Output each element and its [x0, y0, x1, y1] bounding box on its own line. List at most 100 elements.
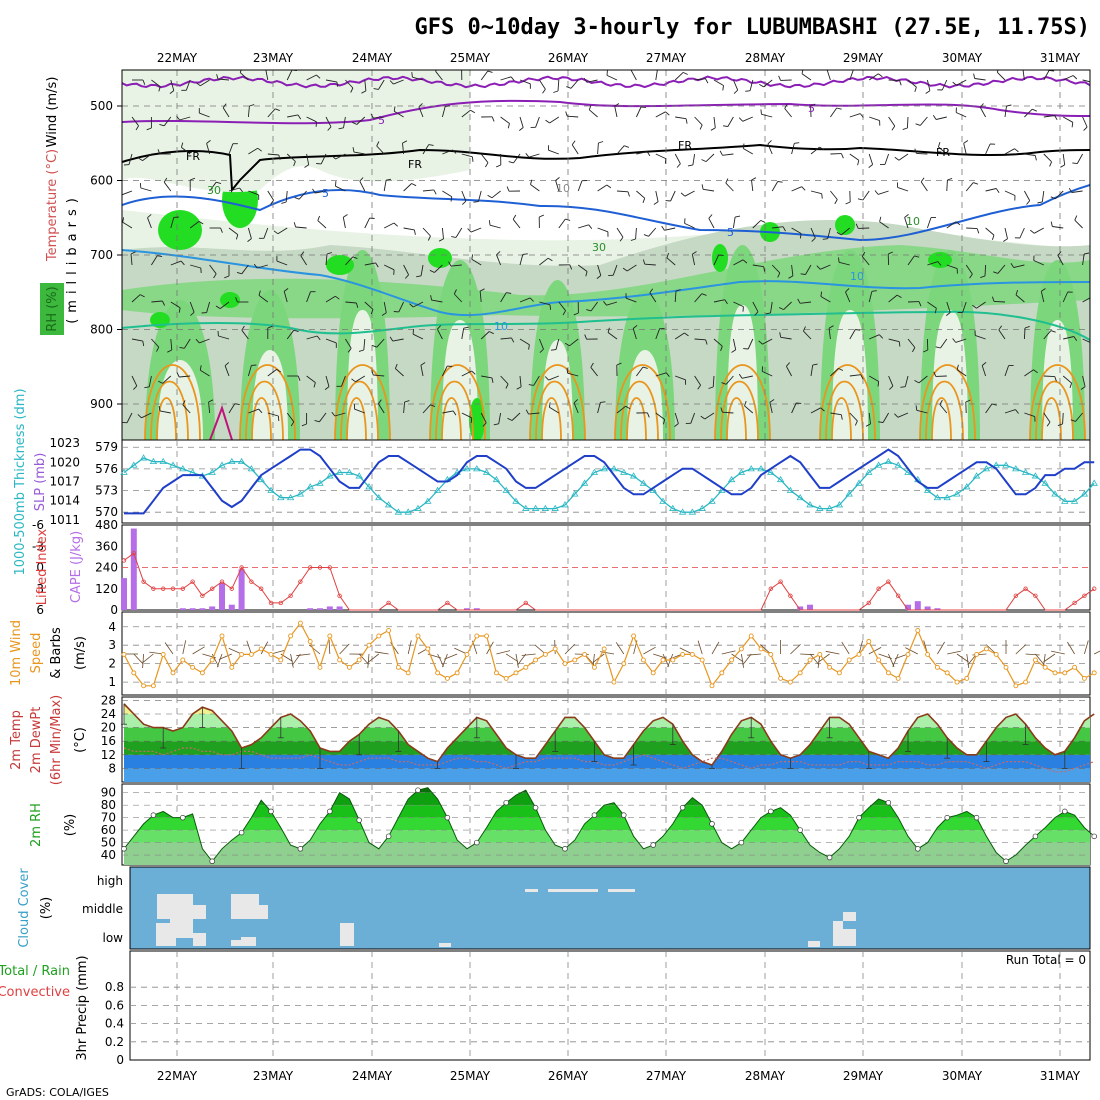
wind-barb	[163, 116, 172, 127]
wind-barb	[674, 412, 679, 424]
wind10m-barb	[290, 653, 294, 668]
wind10m-barb	[615, 642, 625, 655]
li-marker	[1091, 586, 1097, 591]
wind10m-barb	[947, 650, 961, 655]
thickness-marker	[169, 461, 177, 468]
wind-barb	[287, 114, 299, 118]
wind-barb	[577, 264, 588, 272]
wind10m-marker	[503, 675, 509, 681]
wind-barb-flag	[979, 103, 984, 108]
wind-barb	[470, 227, 482, 233]
thickness-marker	[571, 490, 579, 497]
wind10m-marker	[1072, 664, 1078, 670]
wind-barb	[694, 293, 703, 303]
wind-barb	[916, 152, 928, 155]
wind-barb	[644, 263, 656, 266]
wind-barb	[1024, 153, 1036, 156]
wind10m-barb	[697, 640, 703, 655]
date-label-bottom: 24MAY	[352, 1069, 393, 1083]
wind-barb-flag	[429, 269, 435, 273]
wind-barb-flag	[697, 384, 701, 390]
wind10m-marker	[1081, 675, 1087, 681]
wind10m-marker	[699, 657, 705, 663]
wind-barb-flag	[326, 252, 332, 255]
rh-saturated-blob	[835, 215, 855, 235]
wind-barb-flag	[386, 178, 392, 181]
wind10m-barb	[515, 653, 519, 668]
wind-barb	[179, 116, 191, 121]
temp-axis-label-3: (6hr Min/Max)	[49, 695, 64, 785]
wind-barb	[539, 301, 551, 306]
wind10m-barb	[1084, 640, 1089, 655]
wind-barb	[898, 153, 909, 161]
wind-barb	[907, 338, 916, 348]
precip-tick-label: 0.4	[105, 1017, 124, 1031]
wind-barb-flag	[169, 90, 175, 94]
wind-barb-flag	[836, 107, 842, 110]
wind-barb-flag	[642, 366, 648, 369]
wind-barb-flag	[894, 156, 900, 161]
wind-barb-flag	[993, 271, 999, 274]
wind-barb	[708, 218, 715, 229]
wind-barb	[655, 111, 666, 118]
temp-line	[123, 703, 1095, 766]
wind-barb	[286, 329, 295, 340]
wind10m-marker	[680, 651, 686, 657]
rh-marker	[738, 839, 745, 846]
wind-barb	[1024, 412, 1035, 418]
rh-tick-label: 70	[101, 811, 116, 825]
wind-barb	[479, 291, 482, 303]
wind-barb-flag	[163, 177, 168, 183]
li-marker	[1082, 593, 1087, 599]
wind-barb	[1082, 338, 1090, 343]
wind-barb	[343, 116, 346, 128]
wind-barb-flag	[331, 411, 336, 417]
rh-marker	[1091, 833, 1097, 840]
wind-barb	[489, 224, 501, 229]
thickness-marker	[992, 461, 1000, 468]
rh-saturated-blob	[712, 244, 728, 272]
wind-barb	[830, 190, 838, 200]
wind-barb-flag	[267, 325, 273, 329]
cape-bar	[464, 608, 470, 610]
contour-label: 30	[592, 241, 606, 254]
wind-barb-flag	[619, 236, 624, 242]
wind-barb	[1004, 148, 1015, 155]
wind-barb-flag	[1050, 330, 1056, 333]
wind-barb-flag	[190, 311, 195, 316]
wind-barb-flag	[573, 312, 579, 316]
wind10m-marker	[219, 633, 225, 639]
wind-barb-flag	[1033, 369, 1038, 374]
rh-marker	[180, 814, 186, 821]
contour-warm-loop	[931, 397, 952, 440]
wind-barb-flag	[769, 399, 775, 403]
rh-marker	[503, 799, 509, 806]
wind-barb	[996, 71, 1006, 81]
wind-barb	[1043, 153, 1052, 163]
wind10m-marker	[150, 683, 156, 689]
wind-barb	[597, 142, 599, 155]
wind-barb	[345, 79, 354, 89]
wind-barb-flag	[794, 142, 800, 144]
contour-label: 10	[556, 182, 570, 195]
wind10m-marker	[1042, 664, 1048, 670]
upper-y-axis: 500 600 700 800 900	[90, 99, 122, 411]
wind-barb-flag	[452, 410, 457, 416]
pressure-tick-label: 700	[90, 248, 113, 262]
wind10m-barb	[809, 653, 820, 665]
li-marker	[229, 586, 234, 591]
wind-barb-flag	[947, 177, 953, 181]
wind10m-marker	[885, 670, 891, 676]
wind-barb	[780, 336, 792, 340]
wind-barb-flag	[462, 67, 467, 69]
contour-warm-loop	[831, 397, 852, 440]
wind10m-line	[123, 621, 1095, 688]
cloud-patch	[241, 937, 256, 946]
wind-barb	[800, 301, 812, 304]
wind10m-barb	[868, 647, 882, 655]
wind-barb-flag	[588, 104, 592, 110]
wind-barb	[548, 375, 559, 381]
li-marker	[317, 565, 323, 570]
wind-barb	[906, 116, 909, 129]
wind10m-marker	[297, 620, 303, 626]
